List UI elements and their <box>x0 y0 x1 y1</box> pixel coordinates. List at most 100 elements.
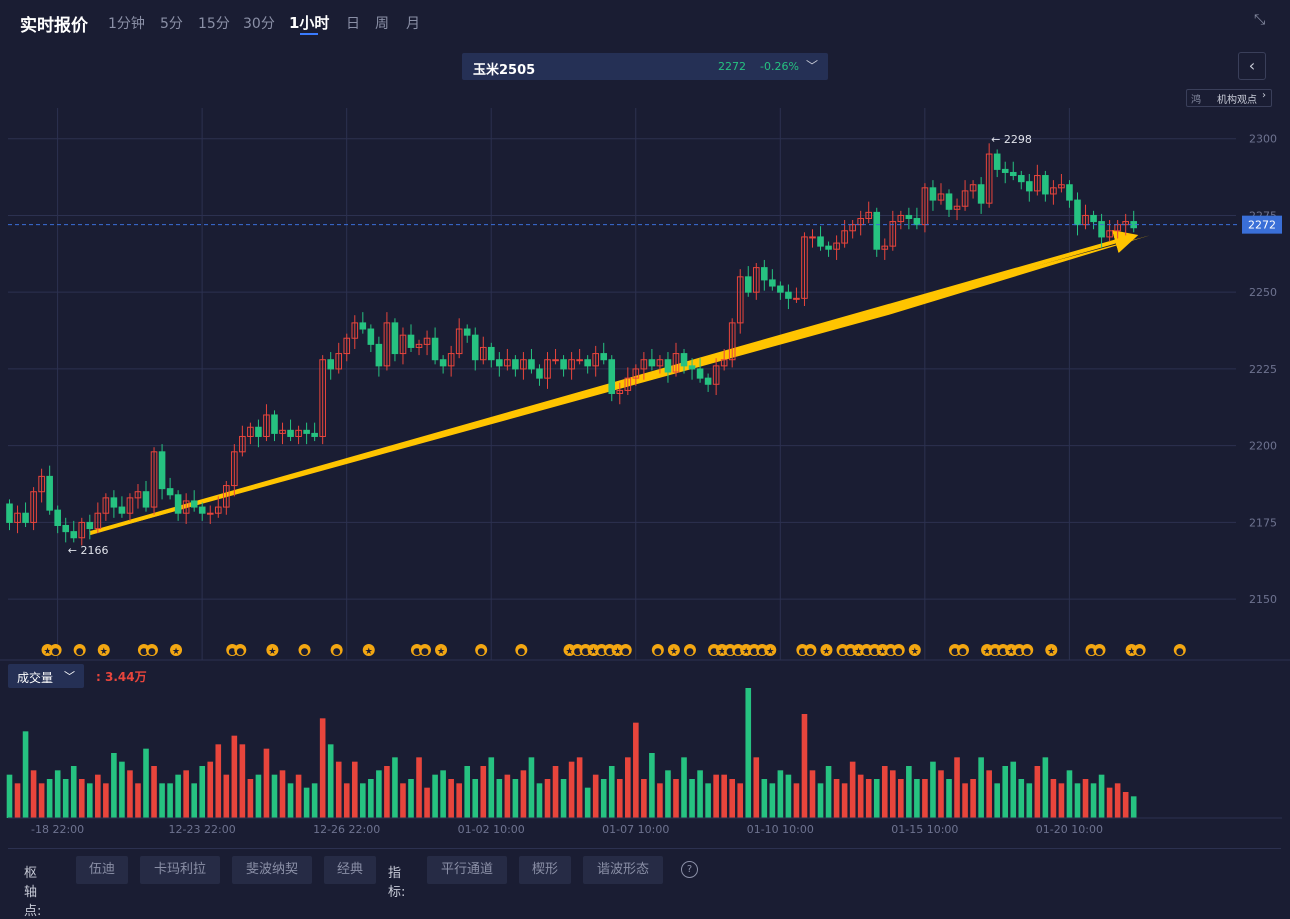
pivot-woodie-button[interactable]: 伍迪 <box>76 856 128 884</box>
event-marker-glyph: ● <box>710 647 718 657</box>
volume-bar <box>560 779 567 818</box>
pivot-fibonacci-button[interactable]: 斐波纳契 <box>232 856 312 884</box>
harmonic-pattern-button[interactable]: 谐波形态 <box>583 856 663 884</box>
candle-body <box>239 435 246 453</box>
event-marker-icon <box>362 644 375 656</box>
candle-body <box>696 368 704 379</box>
candle-body <box>841 230 848 244</box>
tab-day[interactable]: 日 <box>346 16 360 32</box>
candle-body <box>977 184 985 204</box>
volume-bar <box>914 779 920 818</box>
candle-body <box>640 359 648 370</box>
volume-bar <box>849 761 856 818</box>
volume-bar <box>1034 766 1041 818</box>
volume-bar <box>865 779 872 818</box>
event-marker-glyph: ● <box>228 647 236 657</box>
volume-bar <box>1050 779 1057 818</box>
candle-body <box>1058 184 1065 189</box>
candle-body <box>905 214 913 220</box>
tab-1hour[interactable]: 1小时 <box>289 14 330 32</box>
collapse-icon[interactable]: ⤡ <box>1254 12 1266 28</box>
volume-selector[interactable]: 成交量 ﹀ <box>8 664 84 688</box>
event-marker-glyph: ★ <box>742 647 750 657</box>
x-tick-label: 12-26 22:00 <box>313 823 380 836</box>
candle-body <box>961 190 969 207</box>
contract-selector[interactable]: 玉米2505 2272 -0.26% ﹀ <box>462 53 828 80</box>
event-marker-glyph: ● <box>959 647 967 657</box>
parallel-channel-button[interactable]: 平行通道 <box>427 856 507 884</box>
candle-body <box>150 451 158 508</box>
event-marker-glyph: ● <box>654 647 662 657</box>
candle-body <box>1122 221 1129 226</box>
tab-week[interactable]: 周 <box>375 16 389 32</box>
event-marker-glyph: ● <box>76 647 84 657</box>
wedge-button[interactable]: 楔形 <box>519 856 571 884</box>
candle-body <box>471 334 479 361</box>
help-icon[interactable]: ? <box>681 861 698 878</box>
candle-body <box>1066 184 1073 201</box>
candle-body <box>528 359 535 370</box>
volume-bar <box>432 774 438 818</box>
candle-body <box>873 211 881 250</box>
candle-body <box>102 497 110 514</box>
candle-body <box>688 365 696 370</box>
volume-bar <box>14 783 21 818</box>
institution-views-button[interactable]: 鸿 机构观点 › <box>1186 89 1272 107</box>
candle-body <box>504 359 511 367</box>
event-marker-glyph: ● <box>1136 647 1144 657</box>
event-marker-glyph: ★ <box>565 647 573 657</box>
volume-bar <box>705 783 711 818</box>
candle-body <box>672 353 680 373</box>
event-marker-glyph: ★ <box>1047 647 1055 657</box>
candle-body <box>608 359 616 394</box>
candle-body <box>825 245 832 250</box>
pivot-classic-button[interactable]: 经典 <box>324 856 376 884</box>
candle-body <box>969 184 977 192</box>
tab-5min[interactable]: 5分 <box>160 16 183 32</box>
event-marker-glyph: ● <box>863 647 871 657</box>
volume-bar <box>295 774 302 818</box>
candle-body <box>1082 214 1089 226</box>
event-marker-glyph: ● <box>686 647 694 657</box>
volume-bar <box>649 753 655 818</box>
volume-bar <box>873 779 880 818</box>
event-marker-glyph: ● <box>582 647 590 657</box>
event-marker-icon <box>683 644 696 656</box>
tab-30min[interactable]: 30分 <box>243 16 275 32</box>
candle-body <box>223 485 230 508</box>
pivot-camarilla-button[interactable]: 卡玛利拉 <box>140 856 220 884</box>
candle-body <box>383 322 391 367</box>
volume-bar <box>6 774 13 818</box>
volume-bar <box>247 779 254 818</box>
volume-bar <box>135 783 141 818</box>
low-label: ← 2166 <box>68 544 109 557</box>
candle-body <box>287 429 294 437</box>
tab-15min[interactable]: 15分 <box>198 16 230 32</box>
event-marker-glyph: ● <box>734 647 742 657</box>
candle-body <box>142 491 150 508</box>
tab-1min[interactable]: 1分钟 <box>108 16 145 32</box>
chevron-left-icon[interactable]: ‹ <box>1238 52 1266 80</box>
candle-body <box>648 359 656 367</box>
candle-body <box>1026 181 1033 192</box>
candle-body <box>801 236 808 299</box>
volume-bar <box>303 787 310 818</box>
y-tick-label: 2175 <box>1249 516 1277 529</box>
volume-bar <box>496 779 503 818</box>
candle-body <box>359 322 367 330</box>
event-marker-glyph: ● <box>991 647 999 657</box>
volume-bar <box>809 770 816 818</box>
candle-body <box>1034 175 1041 192</box>
candle-body <box>479 346 487 361</box>
event-marker-glyph: ● <box>1015 647 1023 657</box>
candle-body <box>592 353 599 367</box>
candle-body <box>680 353 688 367</box>
volume-bar <box>745 688 752 818</box>
event-marker-icon <box>73 644 86 656</box>
tab-month[interactable]: 月 <box>406 16 420 32</box>
candle-body <box>423 337 431 345</box>
volume-bar <box>231 735 238 818</box>
volume-bar <box>287 783 294 818</box>
candle-body <box>198 506 206 514</box>
volume-bar <box>697 770 703 818</box>
